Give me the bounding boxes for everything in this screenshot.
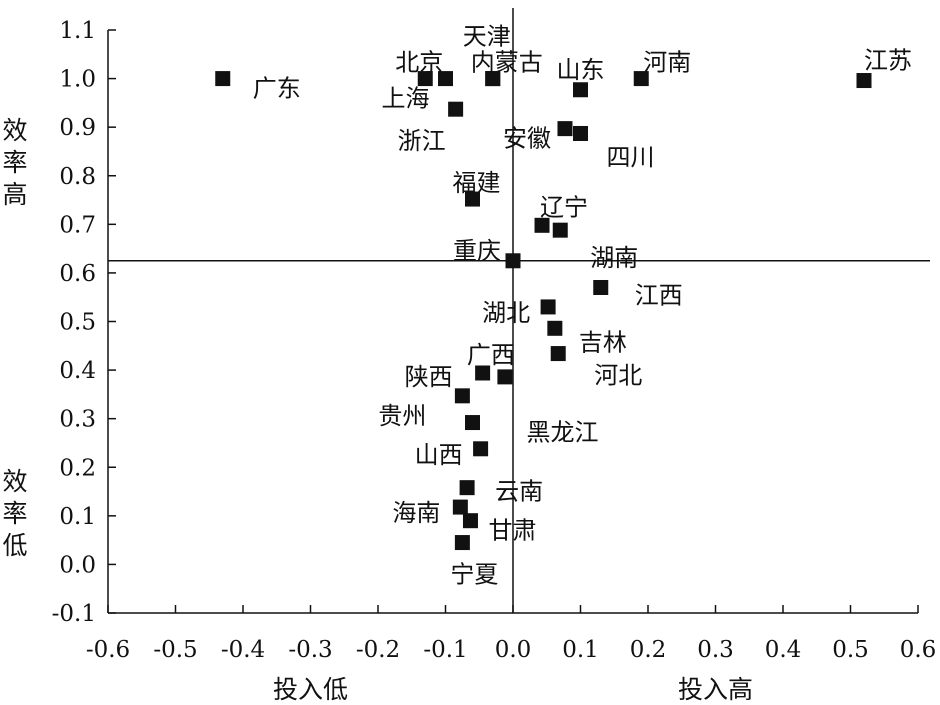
y-tick-label: 0.0 — [59, 552, 96, 578]
data-point-marker — [215, 71, 231, 87]
data-point-marker — [557, 121, 573, 137]
data-point-label: 江西 — [635, 281, 683, 309]
data-point-label: 北京 — [395, 49, 443, 77]
data-point-label: 江苏 — [864, 47, 912, 75]
data-point-marker — [454, 535, 470, 551]
data-point-label: 福建 — [453, 169, 501, 197]
x-tick-label: 0.2 — [630, 637, 667, 663]
y-tick-label: 0.6 — [59, 261, 96, 287]
data-point-label: 贵州 — [378, 402, 426, 430]
quadrant-label-char: 率 — [2, 148, 27, 177]
quadrant-label-char: 低 — [2, 531, 27, 560]
data-point-label: 湖南 — [590, 244, 638, 272]
data-point-marker — [465, 415, 480, 431]
quadrant-label-char: 效 — [2, 467, 27, 496]
x-tick-label: 0.4 — [765, 637, 802, 663]
data-points — [215, 71, 872, 551]
data-point-label: 云南 — [495, 478, 543, 506]
x-tick-label: 0.1 — [562, 637, 599, 663]
data-point-label: 安徽 — [503, 125, 551, 153]
x-tick-label: -0.6 — [86, 637, 130, 663]
data-point-label: 浙江 — [398, 127, 446, 155]
data-point-label: 四川 — [607, 143, 655, 171]
data-point-label: 山东 — [557, 56, 605, 84]
x-tick-label: -0.5 — [153, 637, 197, 663]
data-point-label: 宁夏 — [450, 561, 498, 589]
data-point-marker — [550, 346, 566, 362]
data-point-label: 上海 — [382, 85, 430, 113]
data-point-label: 河北 — [594, 362, 642, 390]
data-point-marker — [593, 279, 609, 295]
data-point-label: 天津 — [463, 23, 511, 51]
quadrant-label-char: 率 — [2, 499, 27, 528]
y-tick-label: -0.1 — [52, 601, 96, 627]
x-tick-label: 0.6 — [900, 637, 937, 663]
data-point-marker — [505, 253, 521, 269]
quadrant-label-char: 效 — [2, 116, 27, 145]
y-tick-label: 0.4 — [59, 358, 96, 384]
x-tick-label: 0.5 — [832, 637, 869, 663]
axes — [107, 29, 919, 614]
y-tick-label: 1.0 — [59, 67, 96, 93]
y-tick-label: 0.9 — [59, 115, 96, 141]
data-point-marker — [454, 388, 470, 404]
data-point-marker — [540, 299, 556, 315]
y-tick-label: 0.7 — [59, 212, 96, 238]
data-point-marker — [552, 222, 568, 238]
data-point-marker — [448, 101, 464, 117]
x-tick-label: -0.3 — [288, 637, 332, 663]
data-point-label: 河南 — [643, 49, 691, 77]
y-tick-label: 1.1 — [59, 18, 96, 44]
data-point-label: 山西 — [415, 441, 463, 469]
data-point-marker — [497, 369, 513, 385]
x-tick-label: 0.0 — [495, 637, 532, 663]
x-tick-label: -0.4 — [221, 637, 265, 663]
data-point-marker — [856, 73, 872, 89]
data-point-marker — [462, 513, 478, 529]
quadrant-label-char: 高 — [2, 180, 27, 209]
data-point-label: 甘肃 — [488, 517, 536, 545]
x-tick-label: 0.3 — [697, 637, 734, 663]
x-tick-label: -0.1 — [423, 637, 467, 663]
data-point-label: 广东 — [253, 75, 301, 103]
data-point-marker — [452, 499, 468, 515]
data-point-label: 辽宁 — [540, 193, 588, 221]
data-point-marker — [473, 441, 489, 457]
y-low-label: 效率低 — [2, 467, 27, 560]
data-point-label: 重庆 — [453, 237, 501, 265]
data-point-label: 广西 — [467, 341, 515, 369]
tick-labels: -0.6 -0.5 -0.4 -0.3 -0.2 -0.1 0.0 0.1 0.2 0.3 0.4 0… — [52, 18, 937, 663]
data-point-marker — [465, 191, 480, 207]
data-point-marker — [485, 71, 501, 87]
y-tick-label: 0.3 — [59, 407, 96, 433]
data-point-marker — [438, 71, 453, 87]
data-point-label: 内蒙古 — [471, 49, 543, 77]
data-point-marker — [547, 320, 563, 336]
data-point-label: 黑龙江 — [527, 419, 599, 447]
data-point-marker — [633, 71, 649, 87]
data-point-label: 吉林 — [579, 328, 627, 356]
data-point-marker — [475, 365, 491, 381]
data-point-marker — [534, 217, 550, 233]
y-tick-label: 0.8 — [59, 164, 96, 190]
x-high-label: 投入高 — [678, 675, 753, 704]
x-low-label: 投入低 — [273, 675, 348, 704]
data-point-label: 湖北 — [482, 299, 530, 327]
x-tick-label: -0.2 — [356, 637, 400, 663]
y-tick-label: 0.2 — [59, 455, 96, 481]
data-point-marker — [573, 82, 588, 98]
y-tick-label: 0.1 — [59, 504, 96, 530]
data-point-label: 陕西 — [405, 363, 453, 391]
y-tick-label: 0.5 — [59, 310, 96, 336]
data-point-marker — [573, 125, 588, 141]
data-point-label: 海南 — [392, 499, 440, 527]
y-high-label: 效率高 — [2, 116, 27, 209]
data-point-marker — [417, 71, 433, 87]
data-point-marker — [459, 480, 475, 496]
